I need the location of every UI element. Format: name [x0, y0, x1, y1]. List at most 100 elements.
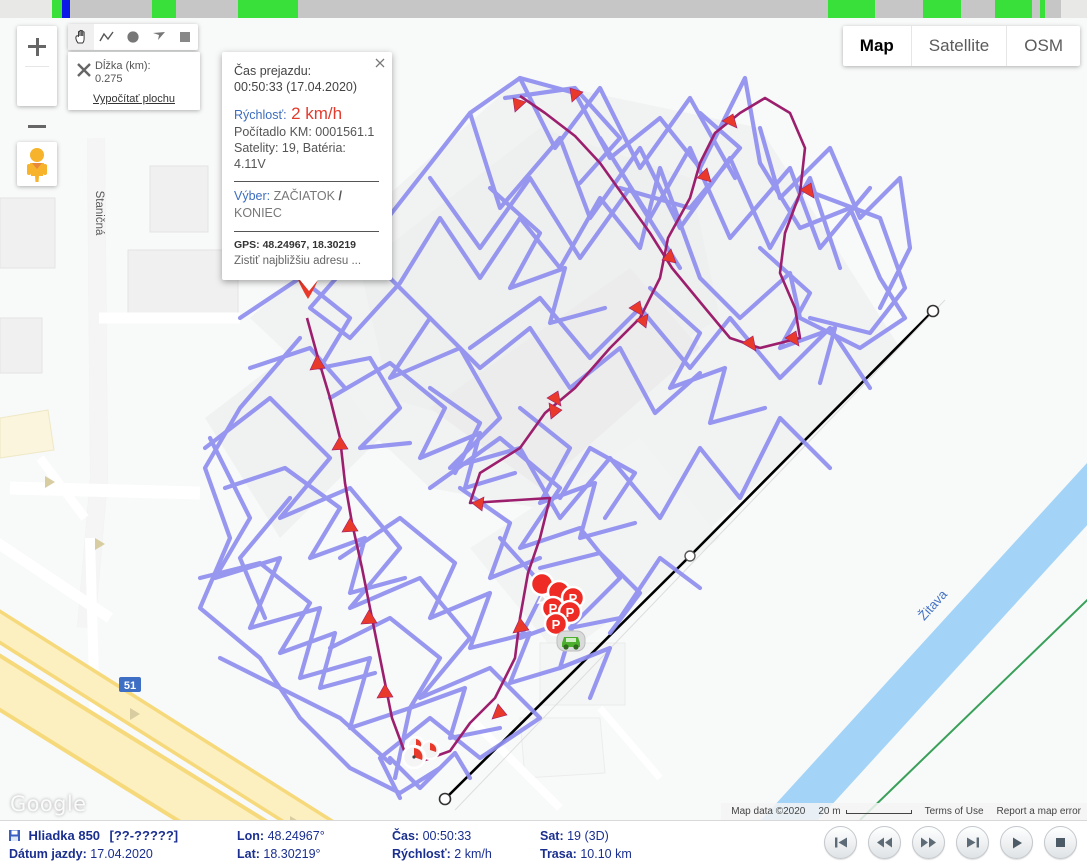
google-logo: Google: [10, 792, 87, 816]
lon-row: Lon: 48.24967°: [237, 827, 392, 845]
polygon-tool[interactable]: [146, 24, 172, 50]
lon-label: Lon:: [237, 829, 265, 843]
stop-marker-cluster[interactable]: [398, 736, 446, 776]
map-type-osm[interactable]: OSM: [1024, 36, 1063, 55]
parking-marker-cluster[interactable]: P P P P: [528, 570, 598, 640]
playback-controls: [824, 826, 1077, 859]
polyline-tool[interactable]: [94, 24, 120, 50]
time-label: Čas:: [392, 829, 420, 843]
close-x-icon: [77, 63, 91, 77]
rectangle-icon: [180, 32, 190, 42]
pass-time-label: Čas prejazdu:: [234, 64, 312, 78]
time-row: Čas: 00:50:33: [392, 827, 540, 845]
gps-coordinates: GPS: 48.24967, 18.30219: [234, 239, 357, 251]
vehicle-car-marker[interactable]: [556, 628, 586, 654]
pegman-streetview-control[interactable]: [17, 142, 57, 186]
infowindow-close-button[interactable]: [373, 56, 387, 70]
map-vector-layer: Staničná Žitava 51: [0, 18, 1087, 820]
measure-length-value: 0.275: [95, 73, 123, 85]
svg-text:P: P: [569, 591, 578, 606]
timeline-segment[interactable]: [875, 0, 923, 18]
close-icon: [375, 58, 385, 68]
map-scale-bar: [845, 809, 912, 814]
stop-button[interactable]: [1044, 826, 1077, 859]
calculate-area-link[interactable]: Vypočítať plochu: [93, 93, 175, 105]
timeline-segment[interactable]: [152, 0, 176, 18]
selection-label: Výber:: [234, 189, 271, 203]
skip-forward-icon: [966, 837, 979, 848]
street-label-stanicna: Staničná: [93, 191, 105, 236]
lat-value: 18.30219°: [263, 847, 321, 861]
map-attribution-bar: Map data ©2020 20 m Terms of Use Report …: [721, 803, 1087, 820]
floppy-save-icon[interactable]: [9, 828, 20, 841]
speed-label: Rýchlosť:: [234, 108, 287, 122]
terms-of-use-link[interactable]: Terms of Use: [924, 806, 984, 817]
status-col-sat: Sat: 19 (3D) Trasa: 10.10 km: [540, 821, 700, 863]
infowindow-divider-1: [234, 181, 379, 182]
speed-label-status: Rýchlosť:: [392, 847, 451, 861]
map-type-map[interactable]: Map: [843, 26, 912, 66]
map-scale-text: 20 m: [818, 806, 841, 817]
timeline-segment[interactable]: [1032, 0, 1040, 18]
date-value: 17.04.2020: [90, 847, 153, 861]
hand-icon: [74, 29, 85, 44]
fast-forward-button[interactable]: [912, 826, 945, 859]
measure-toolbar: [68, 24, 198, 50]
timeline-segment[interactable]: [828, 0, 875, 18]
play-button[interactable]: [1000, 826, 1033, 859]
plus-icon-v: [35, 37, 39, 56]
timeline-segment[interactable]: [1045, 0, 1061, 18]
vehicle-row: Hliadka 850 [??-?????]: [9, 827, 237, 845]
timeline-segment[interactable]: [238, 0, 298, 18]
map-type-satellite[interactable]: Satellite: [912, 26, 1008, 66]
status-bar: Hliadka 850 [??-?????] Dátum jazdy: 17.0…: [0, 820, 1087, 865]
timeline-segment[interactable]: [62, 0, 70, 18]
track-point-infowindow: Čas prejazdu: 00:50:33 (17.04.2020) Rých…: [222, 52, 392, 291]
trip-value: 10.10 km: [580, 847, 632, 861]
rectangle-tool[interactable]: [172, 24, 198, 50]
zoom-out-button[interactable]: [17, 66, 57, 128]
trip-activity-timeline[interactable]: [0, 0, 1087, 18]
speed-row-status: Rýchlosť: 2 km/h: [392, 845, 540, 863]
speed-value-status: 2 km/h: [454, 847, 492, 861]
map-type-control: Map Satellite OSM: [842, 26, 1080, 66]
nearest-address-link[interactable]: Zistiť najbližšiu adresu ...: [234, 255, 362, 267]
selection-start-link[interactable]: ZAČIATOK: [273, 189, 335, 203]
selection-end-link[interactable]: KONIEC: [234, 206, 282, 220]
status-col-coords: Lon: 48.24967° Lat: 18.30219°: [237, 821, 392, 863]
rewind-button[interactable]: [868, 826, 901, 859]
stop-icon: [1056, 838, 1065, 847]
timeline-segment[interactable]: [52, 0, 62, 18]
pan-hand-tool[interactable]: [68, 24, 94, 50]
timeline-segment[interactable]: [176, 0, 238, 18]
zoom-in-button[interactable]: [17, 26, 57, 66]
timeline-segment[interactable]: [0, 0, 52, 18]
clear-measure-button[interactable]: [73, 59, 95, 81]
timeline-segment[interactable]: [923, 0, 961, 18]
report-map-error-link[interactable]: Report a map error: [996, 806, 1081, 817]
svg-text:51: 51: [124, 680, 136, 692]
measure-length-label: Dĺžka (km):: [95, 60, 151, 72]
svg-text:P: P: [566, 605, 575, 620]
circle-tool[interactable]: [120, 24, 146, 50]
timeline-segment[interactable]: [961, 0, 995, 18]
date-label: Dátum jazdy:: [9, 847, 87, 861]
svg-text:P: P: [549, 601, 558, 616]
selection-row: Výber: ZAČIATOK / KONIEC: [234, 188, 379, 222]
minus-icon: [28, 125, 46, 128]
timeline-segment[interactable]: [1061, 0, 1087, 18]
timeline-segment[interactable]: [1040, 0, 1045, 18]
timeline-segment[interactable]: [70, 0, 152, 18]
timeline-segment[interactable]: [995, 0, 1032, 18]
satellites-battery-value: Satelity: 19, Batéria: 4.11V: [234, 141, 346, 171]
map-scale: 20 m: [818, 806, 912, 817]
map-canvas[interactable]: Staničná Žitava 51: [0, 18, 1087, 820]
skip-to-start-button[interactable]: [824, 826, 857, 859]
skip-to-end-button[interactable]: [956, 826, 989, 859]
map-copyright: Map data ©2020: [731, 806, 806, 817]
speed-row: Rýchlosť: 2 km/h: [234, 105, 379, 124]
lat-label: Lat:: [237, 847, 260, 861]
sat-label: Sat:: [540, 829, 564, 843]
road-shield-51: 51: [119, 677, 141, 692]
